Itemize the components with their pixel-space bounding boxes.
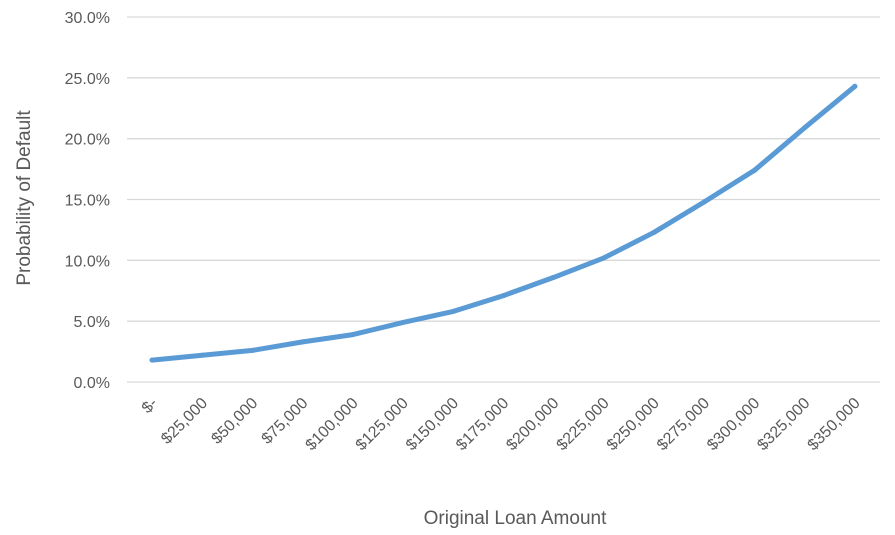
x-tick-label: $325,000	[754, 395, 813, 454]
x-tick-label: $300,000	[704, 395, 763, 454]
x-tick-label: $150,000	[403, 395, 462, 454]
x-tick-label: $175,000	[453, 395, 512, 454]
data-point	[450, 308, 456, 314]
y-axis-title: Probability of Default	[14, 110, 35, 286]
x-tick-label: $-	[139, 395, 161, 417]
x-tick-label: $350,000	[805, 395, 864, 454]
x-axis-ticks: $-$25,000$50,000$75,000$100,000$125,000$…	[139, 395, 864, 454]
data-point	[802, 125, 808, 131]
x-tick-label: $100,000	[303, 395, 362, 454]
x-tick-label: $25,000	[158, 395, 211, 448]
y-tick-label: 15.0%	[65, 193, 110, 210]
x-tick-label: $275,000	[654, 395, 713, 454]
data-point	[300, 339, 306, 345]
y-tick-label: 10.0%	[65, 253, 110, 270]
x-tick-label: $250,000	[604, 395, 663, 454]
y-tick-label: 25.0%	[65, 71, 110, 88]
data-point	[250, 347, 255, 353]
data-point	[501, 293, 506, 299]
data-point	[852, 83, 858, 89]
x-tick-label: $200,000	[503, 395, 562, 454]
gridlines	[127, 16, 880, 383]
x-tick-label: $225,000	[554, 395, 613, 454]
x-tick-label: $125,000	[353, 395, 412, 454]
data-point	[752, 167, 757, 173]
data-point	[350, 332, 356, 338]
series-line	[149, 83, 858, 363]
series-layer	[149, 83, 858, 363]
y-tick-label: 0.0%	[74, 375, 110, 392]
y-tick-label: 30.0%	[65, 10, 110, 27]
data-point	[400, 319, 406, 325]
data-point	[601, 255, 607, 261]
data-point	[199, 352, 205, 358]
y-axis-ticks: 0.0% 5.0% 10.0% 15.0% 20.0% 25.0% 30.0%	[65, 10, 110, 392]
data-point	[149, 357, 155, 363]
data-point	[651, 229, 657, 235]
y-tick-label: 5.0%	[74, 314, 110, 331]
x-tick-label: $50,000	[208, 395, 261, 448]
data-point	[551, 274, 557, 280]
x-axis-title: Original Loan Amount	[424, 508, 607, 529]
data-point	[701, 199, 707, 205]
y-tick-label: 20.0%	[65, 132, 110, 149]
